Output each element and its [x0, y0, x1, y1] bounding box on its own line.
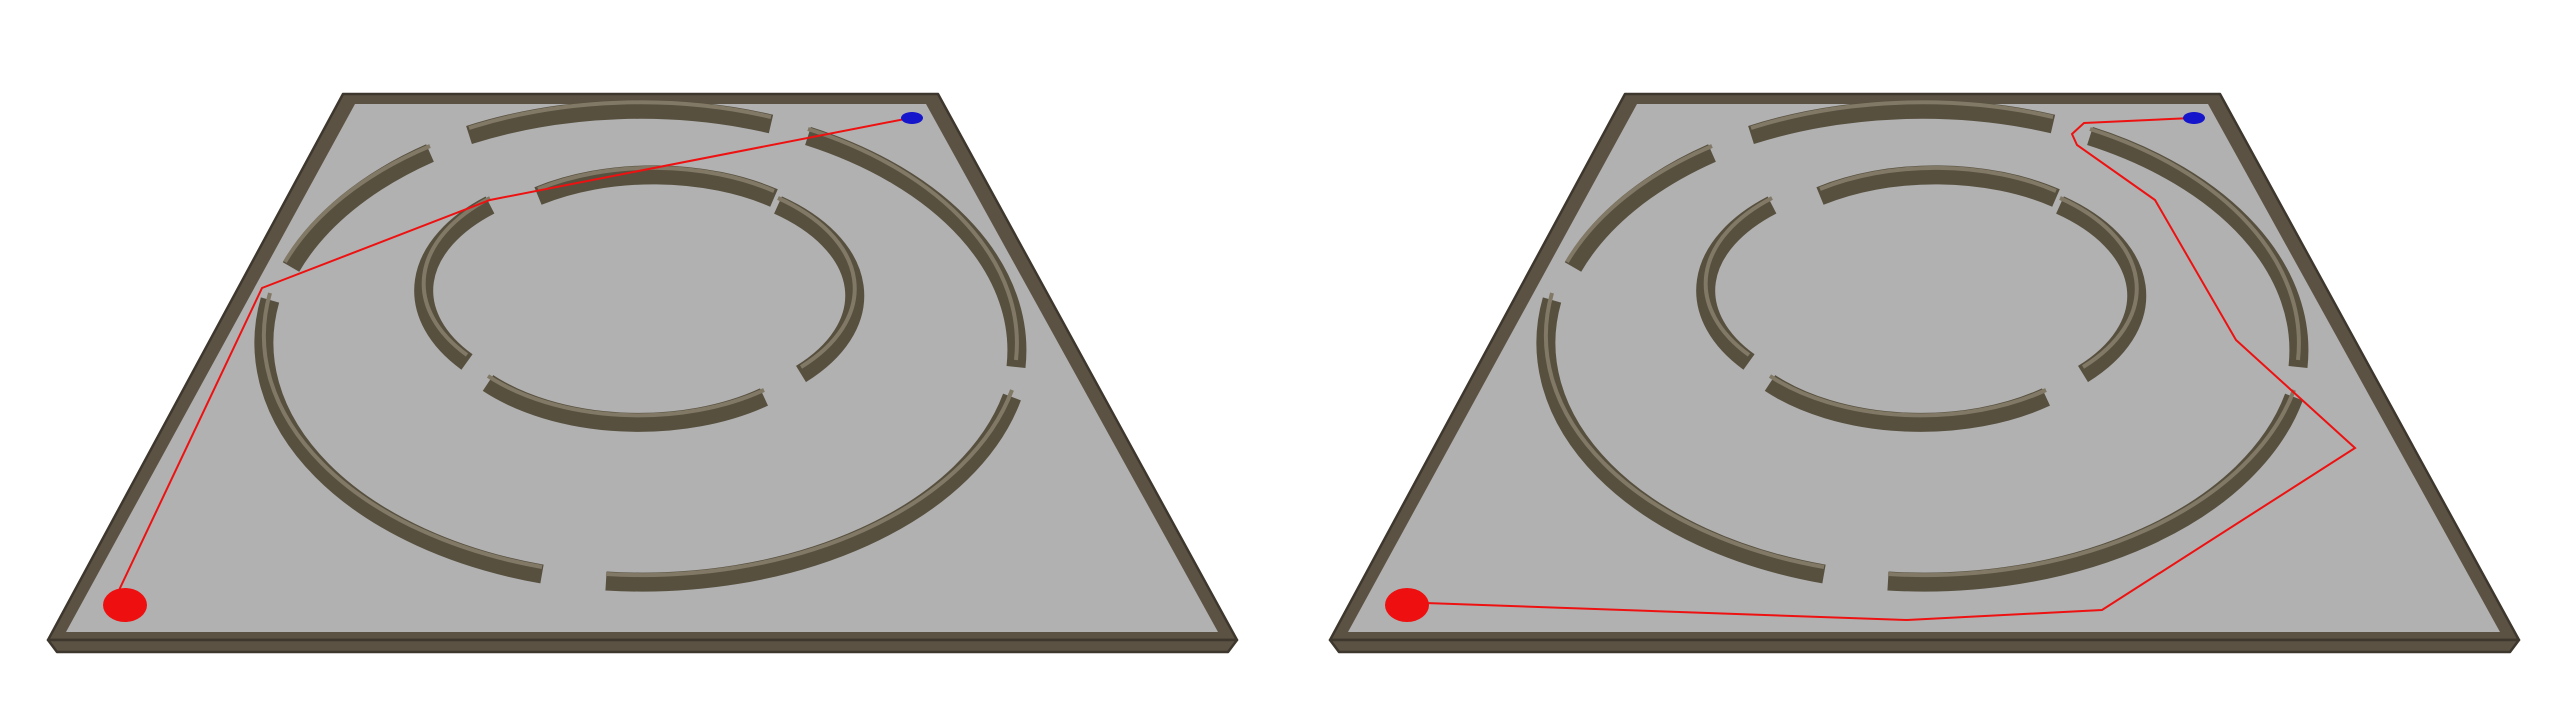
- left-maze-panel: [48, 94, 1237, 652]
- planned-path-detour: [1396, 117, 2357, 622]
- red-start-disc: [1385, 588, 1429, 622]
- maze-floor-and-walls: [48, 94, 1237, 652]
- planned-path-direct: [111, 117, 911, 606]
- blue-goal-disc: [2183, 112, 2205, 124]
- red-start-disc: [103, 588, 147, 622]
- right-maze-panel: [1330, 94, 2519, 652]
- maze-floor-and-walls: [1330, 94, 2519, 652]
- blue-goal-disc: [901, 112, 923, 124]
